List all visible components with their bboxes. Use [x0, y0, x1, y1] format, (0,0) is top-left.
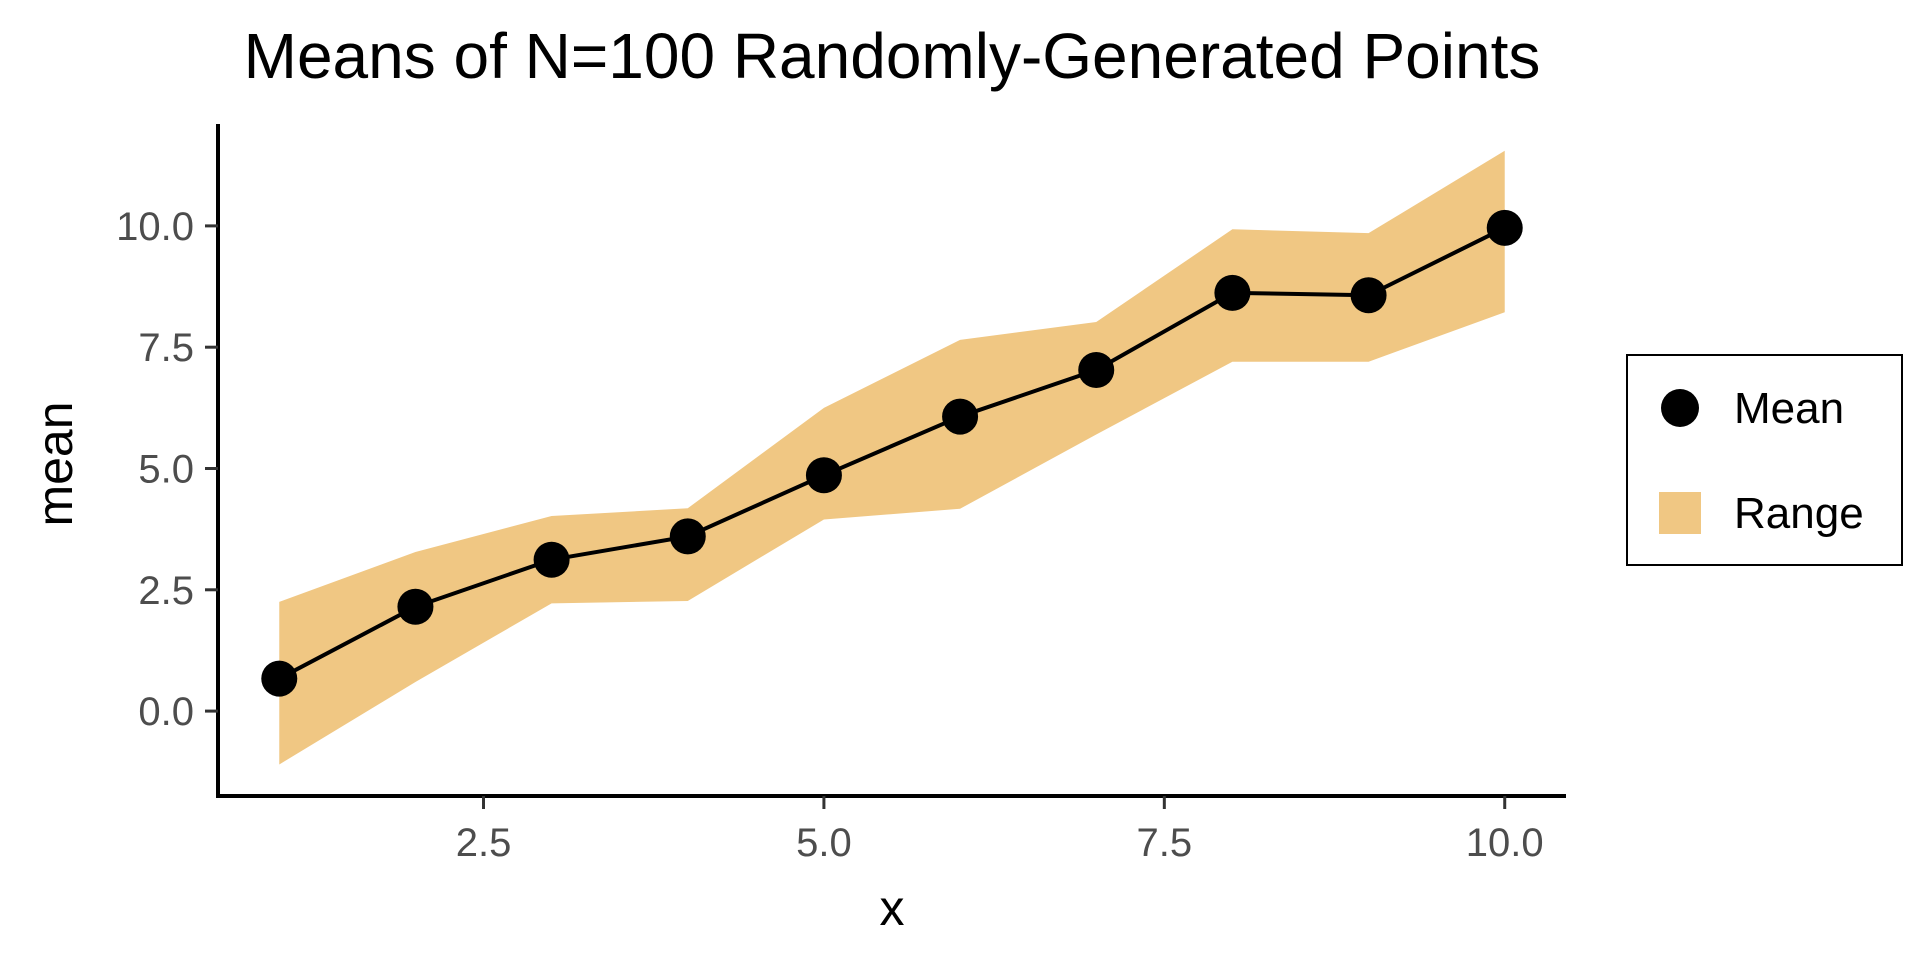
- range-ribbon: [279, 150, 1505, 765]
- mean-point: [1078, 352, 1115, 388]
- range-ribbon-layer: [279, 150, 1505, 765]
- x-tick-label: 5.0: [796, 821, 852, 865]
- mean-point: [1486, 209, 1523, 246]
- y-tick-label: 0.0: [138, 690, 194, 734]
- legend-label-range: Range: [1734, 489, 1864, 538]
- x-axis-title: x: [880, 880, 905, 936]
- legend-label-mean: Mean: [1734, 384, 1844, 433]
- mean-point: [942, 398, 979, 435]
- y-axis-ticks: 0.0 2.5 5.0 7.5 10.0: [116, 205, 218, 734]
- y-tick-label: 7.5: [138, 326, 194, 370]
- x-axis-ticks: 2.5 5.0 7.5 10.0: [456, 796, 1544, 865]
- y-axis-title: mean: [27, 401, 83, 526]
- mean-point: [805, 457, 842, 494]
- legend-mean-key-icon: [1661, 389, 1699, 427]
- mean-point: [1350, 277, 1387, 314]
- y-tick-label: 2.5: [138, 569, 194, 613]
- mean-line: [278, 226, 1506, 681]
- x-tick-label: 2.5: [456, 821, 512, 865]
- mean-line-layer: [278, 226, 1506, 681]
- legend: Mean Range: [1626, 354, 1903, 566]
- mean-point: [1214, 274, 1251, 311]
- x-tick-label: 10.0: [1466, 821, 1544, 865]
- mean-point: [669, 518, 706, 555]
- legend-range-key-icon: [1659, 492, 1701, 534]
- mean-point: [397, 588, 434, 625]
- y-tick-label: 10.0: [116, 205, 194, 249]
- x-tick-label: 7.5: [1137, 821, 1193, 865]
- y-tick-label: 5.0: [138, 447, 194, 491]
- mean-point: [261, 660, 298, 697]
- axis-layer: [216, 124, 1566, 798]
- mean-points-layer: [261, 209, 1523, 697]
- mean-point: [533, 541, 570, 578]
- chart-title: Means of N=100 Randomly-Generated Points: [244, 20, 1541, 92]
